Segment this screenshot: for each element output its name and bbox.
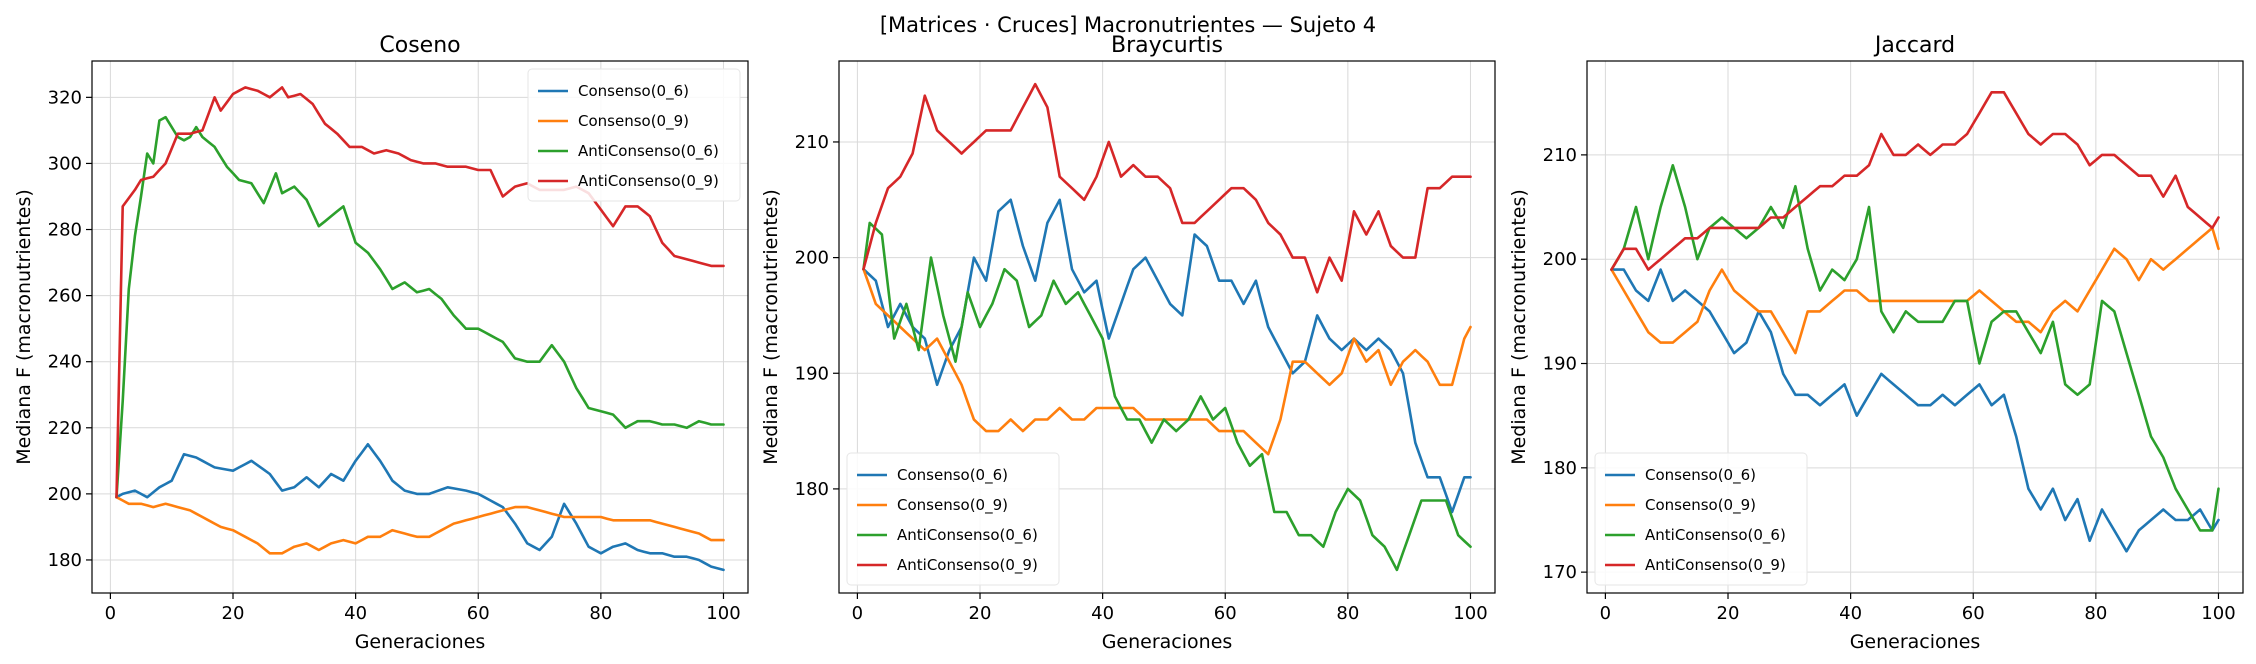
chart-panel-1: 0 20 40 60 80 100 180 190 200 210 Braycurtis Genera… [760, 33, 1496, 653]
series-line-Consenso(0_6) [1610, 268, 2220, 553]
y-tick-label: 180 [795, 479, 829, 500]
panel-title: Braycurtis [1111, 33, 1223, 58]
y-tick-label: 180 [48, 550, 82, 571]
legend-label: Consenso(0_9) [578, 112, 689, 131]
x-tick-label: 20 [1717, 603, 1740, 624]
chart-panel-2: 0 20 40 60 80 100 170 180 190 200 210 Jaccard Genera… [1508, 33, 2244, 653]
y-tick-label: 170 [1543, 562, 1577, 583]
y-tick-label: 280 [48, 220, 82, 241]
y-tick-label: 210 [795, 132, 829, 153]
series-line-AntiConsenso(0_9) [1610, 91, 2220, 271]
y-tick-label: 200 [1543, 249, 1577, 270]
x-axis-label: Generaciones [1850, 631, 1981, 653]
y-tick-label: 180 [1543, 458, 1577, 479]
figure-suptitle: [Matrices · Cruces] Macronutrientes — Su… [880, 13, 1376, 37]
legend-label: AntiConsenso(0_9) [578, 172, 719, 191]
series-line-AntiConsenso(0_6) [1610, 164, 2220, 532]
legend-label: Consenso(0_9) [897, 496, 1008, 515]
y-tick-label: 200 [795, 248, 829, 269]
x-tick-label: 20 [222, 603, 245, 624]
legend-label: Consenso(0_6) [1645, 466, 1756, 485]
x-tick-label: 0 [1600, 603, 1611, 624]
y-axis-label: Mediana F (macronutrientes) [760, 189, 782, 465]
axes-frame [838, 60, 1496, 594]
x-tick-label: 80 [589, 603, 612, 624]
x-tick-label: 40 [1091, 603, 1114, 624]
series-line-AntiConsenso(0_9) [862, 82, 1472, 294]
x-tick-label: 40 [1839, 603, 1862, 624]
x-tick-label: 60 [467, 603, 490, 624]
x-tick-label: 80 [2084, 603, 2107, 624]
series-line-AntiConsenso(0_6) [862, 221, 1472, 572]
y-tick-label: 200 [48, 484, 82, 505]
x-axis-label: Generaciones [355, 631, 486, 653]
legend-box [846, 452, 1060, 586]
y-tick-label: 240 [48, 352, 82, 373]
legend: Consenso(0_6) Consenso(0_9) AntiConsenso(0… [527, 68, 741, 202]
legend-label: AntiConsenso(0_6) [897, 526, 1038, 545]
x-tick-label: 0 [852, 603, 863, 624]
legend-label: AntiConsenso(0_9) [1645, 556, 1786, 575]
legend-label: AntiConsenso(0_6) [1645, 526, 1786, 545]
y-tick-label: 220 [48, 418, 82, 439]
y-axis-label: Mediana F (macronutrientes) [1508, 189, 1530, 465]
series-line-Consenso(0_6) [115, 442, 725, 572]
chart-panel-0: 0 20 40 60 80 100 180 200 220 240 260 280 300 320 Cose… [13, 33, 749, 653]
panel-title: Jaccard [1873, 33, 1955, 58]
legend-label: Consenso(0_6) [578, 82, 689, 101]
legend-label: AntiConsenso(0_9) [897, 556, 1038, 575]
series-line-AntiConsenso(0_9) [115, 86, 725, 499]
series-line-Consenso(0_9) [862, 267, 1472, 456]
series-line-Consenso(0_9) [115, 495, 725, 555]
x-tick-label: 40 [344, 603, 367, 624]
legend-box [1594, 452, 1808, 586]
y-tick-label: 210 [1543, 145, 1577, 166]
y-tick-label: 190 [1543, 354, 1577, 375]
legend-label: Consenso(0_6) [897, 466, 1008, 485]
y-tick-label: 190 [795, 363, 829, 384]
legend: Consenso(0_6) Consenso(0_9) AntiConsenso(0… [1594, 452, 1808, 586]
y-tick-label: 320 [48, 87, 82, 108]
legend-label: AntiConsenso(0_6) [578, 142, 719, 161]
y-tick-label: 260 [48, 286, 82, 307]
x-tick-label: 100 [2201, 603, 2235, 624]
y-tick-label: 300 [48, 153, 82, 174]
x-tick-label: 20 [969, 603, 992, 624]
x-tick-label: 0 [105, 603, 116, 624]
x-tick-label: 60 [1962, 603, 1985, 624]
axes-frame [91, 60, 749, 594]
legend-label: Consenso(0_9) [1645, 496, 1756, 515]
axes-frame [1586, 60, 2244, 594]
x-tick-label: 100 [1453, 603, 1487, 624]
x-axis-label: Generaciones [1102, 631, 1233, 653]
y-axis-label: Mediana F (macronutrientes) [13, 189, 35, 465]
x-tick-label: 80 [1336, 603, 1359, 624]
x-tick-label: 100 [706, 603, 740, 624]
legend-box [527, 68, 741, 202]
panel-title: Coseno [379, 33, 460, 58]
x-tick-label: 60 [1214, 603, 1237, 624]
series-line-AntiConsenso(0_6) [115, 115, 725, 499]
legend: Consenso(0_6) Consenso(0_9) AntiConsenso(0… [846, 452, 1060, 586]
series-line-Consenso(0_9) [1610, 226, 2220, 355]
